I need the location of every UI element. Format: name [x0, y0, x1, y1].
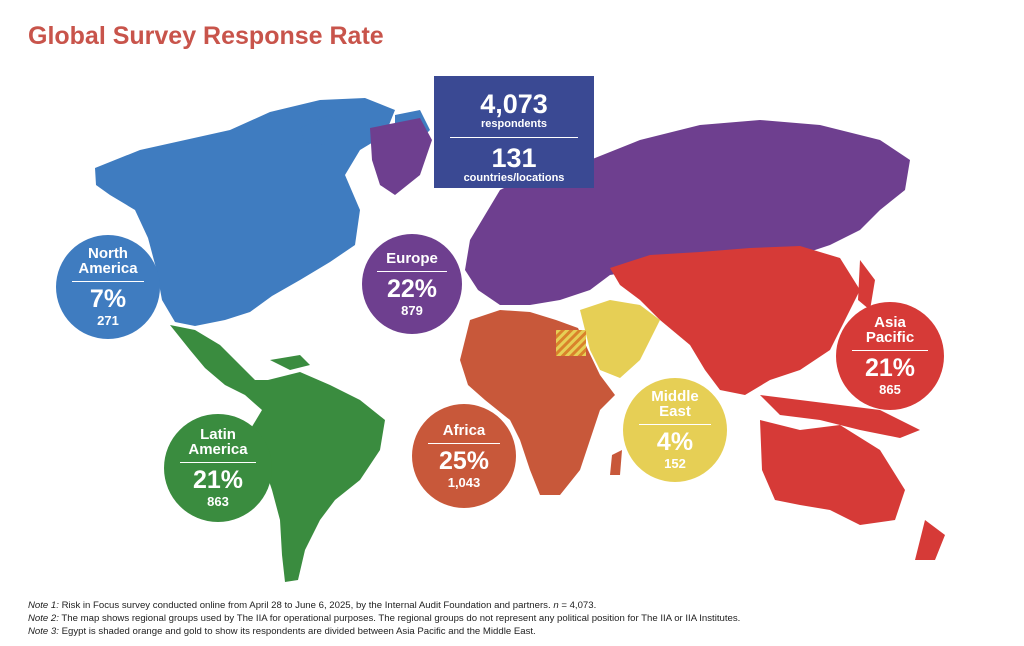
bubble-europe: Europe 22% 879	[362, 234, 462, 334]
region-middle-east	[580, 300, 660, 378]
note-n-label: n	[553, 600, 559, 611]
region-name: North America	[78, 245, 138, 277]
bubble-asia-pacific: Asia Pacific 21% 865	[836, 302, 944, 410]
region-africa	[460, 310, 622, 495]
region-percent: 7%	[89, 285, 127, 313]
note-2: Note 2: The map shows regional groups us…	[28, 612, 1008, 625]
region-percent: 21%	[192, 466, 244, 494]
note-label: Note 3:	[28, 626, 59, 637]
region-name: Europe	[386, 249, 438, 267]
region-name: Middle East	[651, 388, 699, 420]
region-count: 865	[879, 382, 901, 397]
totals-box: 4,073 respondents 131 countries/location…	[434, 76, 594, 188]
region-percent: 22%	[386, 274, 438, 303]
locations-value: 131	[491, 143, 537, 173]
note-text: Egypt is shaded orange and gold to show …	[58, 626, 536, 637]
note-n-text: = 4,073.	[558, 600, 597, 611]
region-count: 152	[664, 456, 686, 471]
note-text: Risk in Focus survey conducted online fr…	[58, 600, 554, 611]
totals-divider	[450, 137, 578, 138]
note-1: Note 1: Risk in Focus survey conducted o…	[28, 599, 1008, 612]
region-north-america	[95, 98, 430, 326]
note-label: Note 1:	[28, 600, 59, 611]
bubble-divider	[427, 442, 501, 444]
bubble-divider	[377, 270, 447, 272]
egypt-hatched	[556, 330, 586, 356]
bubble-africa: Africa 25% 1,043	[412, 404, 516, 508]
region-name: Latin America	[188, 426, 248, 458]
region-count: 1,043	[447, 474, 481, 490]
region-name: Africa	[442, 421, 486, 439]
note-3: Note 3: Egypt is shaded orange and gold …	[28, 625, 1008, 638]
bubble-divider	[180, 462, 256, 463]
region-asia-pacific	[610, 246, 945, 560]
note-text: The map shows regional groups used by Th…	[58, 613, 741, 624]
page-title: Global Survey Response Rate	[28, 22, 384, 50]
region-percent: 21%	[864, 354, 916, 382]
region-count: 863	[207, 494, 229, 509]
region-name: Asia Pacific	[865, 314, 915, 346]
respondents-value: 4,073	[480, 89, 548, 119]
bubble-north-america: North America 7% 271	[56, 235, 160, 339]
bubble-divider	[71, 281, 145, 282]
locations-label: countries/locations	[463, 172, 565, 184]
bubble-divider	[852, 350, 928, 351]
bubble-middle-east: Middle East 4% 152	[623, 378, 727, 482]
region-count: 879	[401, 302, 423, 318]
notes: Note 1: Risk in Focus survey conducted o…	[28, 599, 1008, 638]
region-count: 271	[97, 313, 119, 328]
respondents-label: respondents	[480, 118, 547, 130]
bubble-divider	[638, 424, 712, 425]
region-percent: 25%	[438, 446, 490, 475]
bubble-latin-america: Latin America 21% 863	[164, 414, 272, 522]
region-latin-america	[170, 325, 385, 582]
note-label: Note 2:	[28, 613, 59, 624]
region-percent: 4%	[656, 428, 694, 456]
